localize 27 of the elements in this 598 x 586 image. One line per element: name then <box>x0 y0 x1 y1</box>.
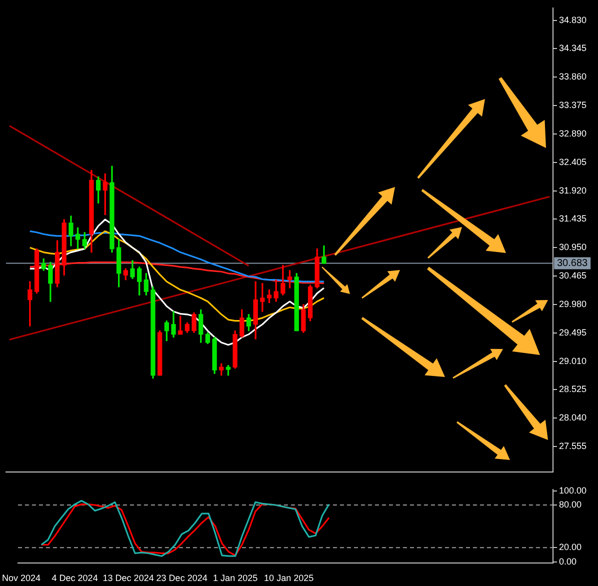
y-tick-label: 32.890 <box>559 128 587 138</box>
y-tick-label: 29.495 <box>559 327 587 338</box>
y-tick-label: 100.00 <box>559 485 587 496</box>
x-tick-label: 23 Dec 2024 <box>156 573 208 584</box>
y-tick-label: 33.860 <box>559 72 587 82</box>
x-tick-label: Nov 2024 <box>2 573 41 584</box>
y-tick-label: 29.010 <box>559 356 587 366</box>
y-tick-label: 29.980 <box>559 298 587 309</box>
y-tick-label: 28.040 <box>559 412 587 423</box>
x-tick-label: 1 Jan 2025 <box>213 573 258 584</box>
y-tick-label: 34.830 <box>559 14 587 25</box>
y-tick-label: 20.00 <box>559 542 582 552</box>
x-tick-label: 4 Dec 2024 <box>52 573 98 584</box>
y-tick-label: 27.555 <box>559 441 587 451</box>
y-tick-label: 33.375 <box>559 100 587 110</box>
y-tick-label: 30.950 <box>559 242 587 252</box>
y-tick-label: 30.465 <box>559 270 587 281</box>
y-tick-label: 0.00 <box>559 556 577 566</box>
x-tick-label: 10 Jan 2025 <box>264 573 314 584</box>
y-tick-label: 80.00 <box>559 499 582 510</box>
y-tick-label: 31.435 <box>559 214 587 224</box>
ref-line-label: 30.683 <box>557 258 588 270</box>
y-tick-label: 32.405 <box>559 156 587 167</box>
x-tick-label: 13 Dec 2024 <box>102 573 154 584</box>
y-tick-label: 34.345 <box>559 43 587 54</box>
y-tick-label: 28.525 <box>559 384 587 394</box>
y-tick-label: 31.920 <box>559 185 587 196</box>
